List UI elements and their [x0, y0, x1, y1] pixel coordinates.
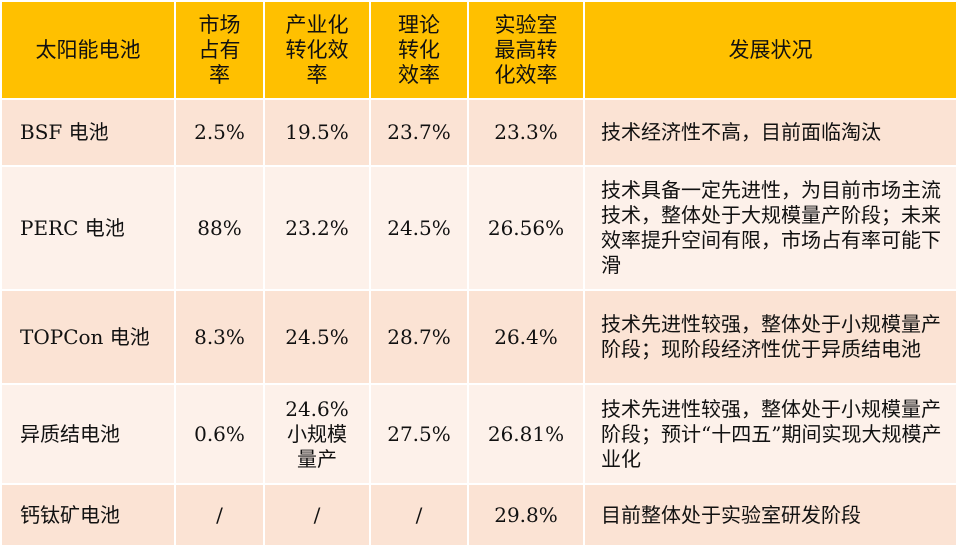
header-status: 发展状况 [583, 0, 956, 100]
header-cell-solar-cell: 太阳能电池 [0, 0, 176, 100]
cell-lab-eff: 29.8% [467, 483, 585, 547]
cell-lab-eff: 26.56% [467, 165, 585, 291]
cell-status: 技术经济性不高，目前面临淘汰 [583, 98, 956, 167]
cell-ind-eff-value: 24.6% [285, 396, 349, 421]
cell-name: 异质结电池 [0, 383, 176, 485]
cell-name: 钙钛矿电池 [0, 483, 176, 547]
cell-status: 技术先进性较强，整体处于小规模量产阶段；现阶段经济性优于异质结电池 [583, 289, 956, 385]
table-row: PERC 电池 88% 23.2% 24.5% 26.56% 技术具备一定先进性… [0, 165, 956, 291]
cell-lab-eff: 26.4% [467, 289, 585, 385]
header-market-share: 市场 占有 率 [174, 0, 265, 100]
header-theoretical-efficiency: 理论 转化 效率 [369, 0, 469, 100]
cell-name: PERC 电池 [0, 165, 176, 291]
cell-share: 2.5% [174, 98, 265, 167]
cell-theory-eff: 27.5% [369, 383, 469, 485]
table-row: BSF 电池 2.5% 19.5% 23.7% 23.3% 技术经济性不高，目前… [0, 98, 956, 167]
table-row: 异质结电池 0.6% 24.6% 小规模 量产 27.5% 26.81% 技术先… [0, 383, 956, 485]
table-row: TOPCon 电池 8.3% 24.5% 28.7% 26.4% 技术先进性较强… [0, 289, 956, 385]
cell-theory-eff: / [369, 483, 469, 547]
cell-lab-eff: 26.81% [467, 383, 585, 485]
cell-ind-eff: 23.2% [263, 165, 371, 291]
header-lab-efficiency: 实验室 最高转 化效率 [467, 0, 585, 100]
cell-status: 技术先进性较强，整体处于小规模量产阶段；预计“十四五”期间实现大规模产业化 [583, 383, 956, 485]
cell-theory-eff: 24.5% [369, 165, 469, 291]
cell-ind-eff: / [263, 483, 371, 547]
cell-share: 0.6% [174, 383, 265, 485]
cell-share: 8.3% [174, 289, 265, 385]
cell-ind-eff-note: 小规模 量产 [287, 421, 347, 471]
cell-ind-eff: 19.5% [263, 98, 371, 167]
cell-status: 目前整体处于实验室研发阶段 [583, 483, 956, 547]
cell-theory-eff: 28.7% [369, 289, 469, 385]
header-industrial-efficiency: 产业化 转化效 率 [263, 0, 371, 100]
cell-ind-eff: 24.5% [263, 289, 371, 385]
cell-status: 技术具备一定先进性，为目前市场主流技术，整体处于大规模量产阶段；未来效率提升空间… [583, 165, 956, 291]
cell-share: 88% [174, 165, 265, 291]
table-row: 钙钛矿电池 / / / 29.8% 目前整体处于实验室研发阶段 [0, 483, 956, 547]
cell-share: / [174, 483, 265, 547]
cell-theory-eff: 23.7% [369, 98, 469, 167]
cell-name: BSF 电池 [0, 98, 176, 167]
cell-ind-eff: 24.6% 小规模 量产 [263, 383, 371, 485]
cell-lab-eff: 23.3% [467, 98, 585, 167]
cell-name: TOPCon 电池 [0, 289, 176, 385]
header-row: 太阳能电池 市场 占有 率 产业化 转化效 率 理论 转化 效率 实验室 最高转… [0, 0, 956, 100]
